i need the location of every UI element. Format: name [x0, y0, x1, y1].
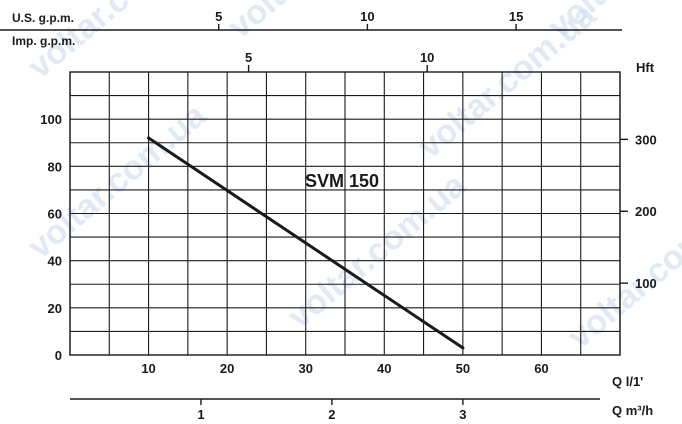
y2-axis-label: Hft	[636, 60, 655, 75]
y2-tick-label: 100	[635, 276, 657, 291]
imp-gpm-tick-label: 5	[245, 50, 252, 65]
y-tick-label: 20	[48, 301, 62, 316]
x-tick-label: 20	[220, 361, 234, 376]
plot-frame	[69, 71, 621, 356]
m3h-tick-label: 2	[328, 407, 335, 422]
series-line-svm-150	[147, 136, 465, 350]
curve-label-svm-150: SVM 150	[305, 171, 379, 191]
x-tick-label: 30	[298, 361, 312, 376]
m3h-tick-label: 3	[459, 407, 466, 422]
y-tick-label: 100	[40, 112, 62, 127]
x-tick-label: 60	[534, 361, 548, 376]
y-tick-label: 80	[48, 159, 62, 174]
x-tick-label: 40	[377, 361, 391, 376]
m3h-axis-label: Q m³/h	[612, 403, 653, 418]
y-tick-label: 60	[48, 207, 62, 222]
m3h-tick-label: 1	[197, 407, 204, 422]
x-tick-label: 10	[141, 361, 155, 376]
watermark-text: voltar.com.ua	[221, 0, 414, 46]
y-tick-label: 0	[55, 348, 62, 363]
us-gpm-axis-label: U.S. g.p.m.	[12, 11, 74, 25]
us-gpm-tick-label: 15	[509, 9, 523, 24]
watermark-text: voltar.com.ua	[411, 0, 604, 166]
series-point	[147, 136, 151, 140]
us-gpm-tick-label: 5	[215, 9, 222, 24]
y-tick-label: 40	[48, 254, 62, 269]
watermark-text: voltar.com.ua	[281, 165, 474, 336]
x-tick-label: 50	[456, 361, 470, 376]
imp-gpm-axis-label: Imp. g.p.m.	[12, 34, 75, 48]
y2-tick-label: 200	[635, 204, 657, 219]
us-gpm-tick-label: 10	[360, 9, 374, 24]
series-point	[461, 346, 465, 350]
imp-gpm-tick-label: 10	[420, 50, 434, 65]
y2-tick-label: 300	[635, 132, 657, 147]
x-axis-label: Q l/1'	[612, 374, 643, 389]
